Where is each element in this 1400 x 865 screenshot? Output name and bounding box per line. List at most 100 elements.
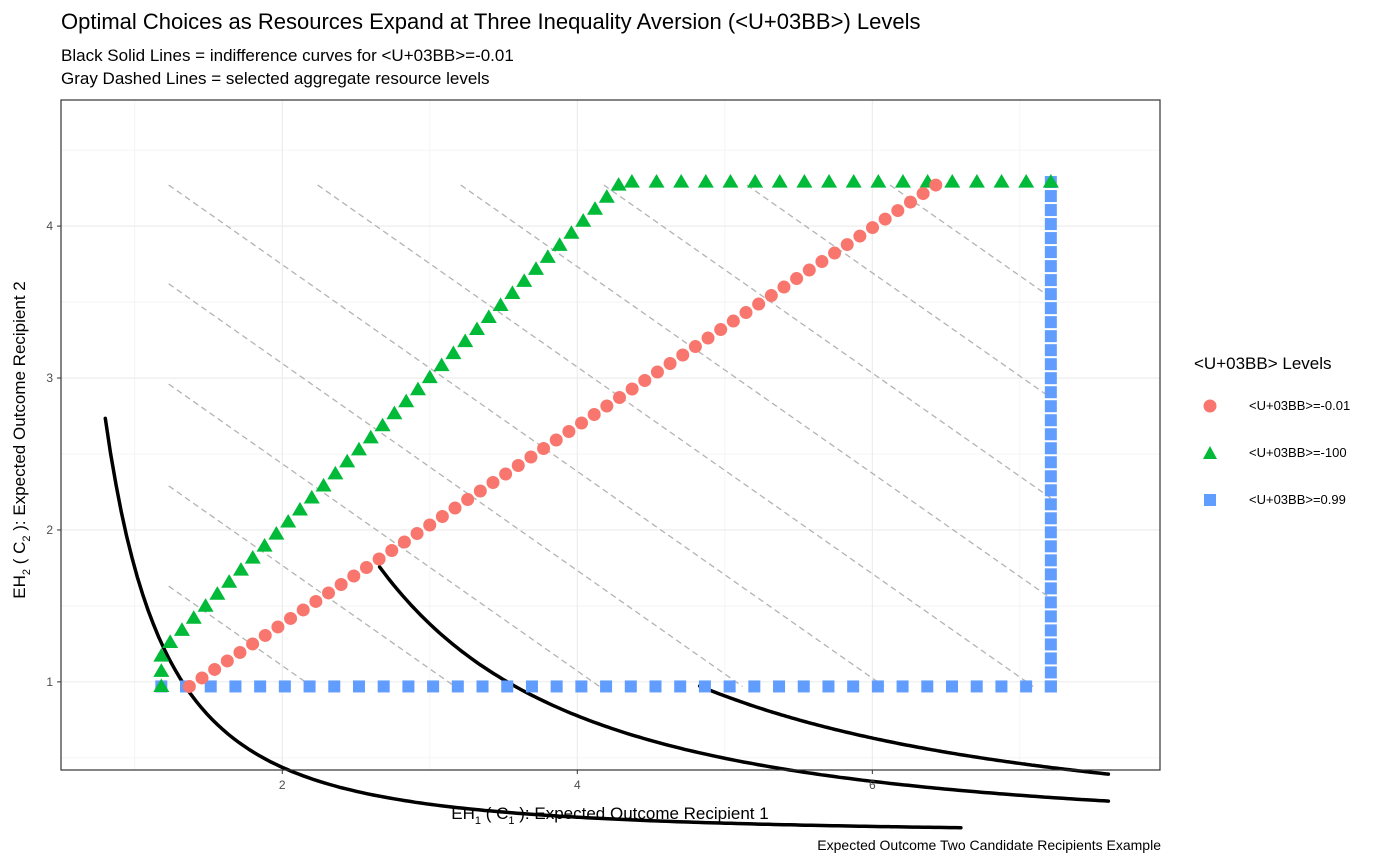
budget-lines: [168, 184, 1052, 687]
triangle-point: [327, 465, 344, 480]
indifference-curves: [103, 416, 1111, 830]
triangle-point: [747, 174, 764, 188]
x-tick-label: 6: [869, 778, 876, 792]
square-point: [698, 680, 711, 693]
square-point: [797, 680, 810, 693]
square-point: [501, 680, 514, 693]
square-point: [847, 680, 860, 693]
circle-point: [701, 331, 715, 345]
legend-item-lambda-0-99: <U+03BB>=0.99: [1194, 488, 1400, 512]
indifference-curve: [377, 565, 1111, 803]
y-tick-label: 2: [46, 523, 53, 537]
square-point: [377, 680, 390, 693]
legend-title: <U+03BB> Levels: [1194, 354, 1332, 373]
square-point: [1044, 554, 1057, 567]
triangle-point: [244, 550, 261, 564]
circle-point: [549, 433, 563, 447]
triangle-point: [648, 174, 665, 188]
square-point: [1044, 414, 1057, 427]
indifference-curve: [697, 684, 1111, 776]
circle-point: [246, 637, 260, 651]
y-axis-label: EH2 ( C2 ): Expected Outcome Recipient 2: [10, 281, 33, 598]
square-point: [1044, 442, 1057, 455]
circle-point: [499, 467, 513, 481]
square-point: [1044, 638, 1057, 651]
triangle-point: [433, 357, 450, 372]
budget-line: [603, 184, 1052, 499]
triangle-point: [350, 441, 367, 456]
triangle-point: [796, 174, 813, 188]
triangle-point: [894, 174, 911, 188]
circle-point: [663, 357, 677, 371]
square-point: [1044, 330, 1057, 343]
circle-point: [853, 229, 867, 243]
square-point: [328, 680, 341, 693]
y-tick-label: 3: [46, 371, 53, 385]
triangle-point: [968, 174, 985, 188]
x-tick-label: 4: [574, 778, 581, 792]
square-point: [674, 680, 687, 693]
triangle-point: [421, 369, 438, 384]
square-point: [451, 680, 464, 693]
triangle-point: [623, 174, 640, 188]
square-point: [1044, 582, 1057, 595]
triangle-point: [291, 501, 308, 516]
square-point: [1044, 372, 1057, 385]
square-point: [1044, 652, 1057, 665]
triangle-point: [173, 622, 190, 636]
circle-point: [777, 280, 791, 294]
square-point: [550, 680, 563, 693]
circle-point: [423, 518, 437, 532]
triangle-point: [256, 538, 273, 552]
square-point: [1044, 218, 1057, 231]
square-point: [1044, 512, 1057, 525]
square-point: [896, 680, 909, 693]
circle-point: [233, 645, 247, 659]
triangle-point: [409, 381, 426, 396]
circle-point: [891, 204, 905, 218]
circle-point: [815, 255, 829, 269]
circle-point: [258, 628, 272, 642]
legend-square-marker: [1204, 494, 1216, 506]
square-point: [427, 680, 440, 693]
chart-caption: Expected Outcome Two Candidate Recipient…: [817, 837, 1161, 853]
chart-subtitle-line-2: Gray Dashed Lines = selected aggregate r…: [61, 69, 490, 88]
budget-line: [168, 383, 600, 687]
triangle-point: [845, 174, 862, 188]
square-point: [921, 680, 934, 693]
square-point: [773, 680, 786, 693]
triangle-point: [185, 610, 202, 624]
triangle-point: [445, 345, 462, 360]
circle-point: [271, 620, 285, 634]
y-tick-label: 4: [46, 219, 53, 233]
triangle-point: [587, 201, 604, 215]
square-point: [1044, 260, 1057, 273]
budget-line: [168, 184, 885, 687]
indifference-curve: [103, 416, 963, 830]
triangle-point: [771, 174, 788, 188]
square-point: [1044, 568, 1057, 581]
circle-point: [726, 314, 740, 328]
data-points: [153, 174, 1059, 693]
triangle-point: [153, 663, 170, 677]
square-point: [1044, 204, 1057, 217]
triangle-point: [563, 225, 580, 239]
triangle-point: [504, 285, 521, 299]
circle-point: [625, 382, 639, 396]
circle-point: [866, 221, 880, 235]
circle-point: [195, 671, 209, 685]
square-point: [254, 680, 267, 693]
circle-point: [511, 459, 525, 473]
square-point: [822, 680, 835, 693]
triangle-point: [268, 525, 285, 540]
circle-point: [385, 543, 399, 557]
circle-point: [562, 425, 576, 439]
circle-point: [208, 662, 222, 676]
triangle-point: [153, 678, 170, 693]
triangle-point: [221, 574, 238, 588]
square-point: [1044, 470, 1057, 483]
square-point: [1044, 302, 1057, 315]
triangle-point: [492, 297, 509, 311]
square-point: [1044, 540, 1057, 553]
budget-line: [168, 283, 743, 687]
